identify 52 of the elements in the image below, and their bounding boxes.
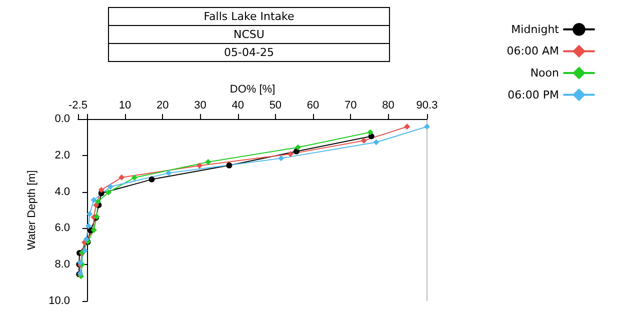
point [98, 186, 104, 193]
point [404, 124, 410, 130]
chart-subtitle: NCSU [108, 25, 390, 44]
point [93, 202, 100, 208]
point [94, 198, 101, 205]
point [294, 148, 300, 154]
y-tick-label: 0.0 [54, 113, 70, 125]
x-tick-label: 80 [382, 100, 394, 112]
x-axis-title: DO% [%] [230, 84, 276, 96]
y-axis-title: Water Depth [m] [26, 170, 38, 250]
y-tick-label: 2.0 [54, 149, 70, 162]
point [278, 155, 284, 162]
point [105, 189, 112, 196]
legend-label: 06:00 AM [506, 44, 559, 58]
point [373, 139, 380, 146]
point [86, 223, 92, 230]
point [83, 236, 90, 242]
x-tick-label: 70 [344, 100, 357, 112]
point [166, 170, 172, 176]
text: 05-04-25 [108, 43, 390, 62]
point [226, 162, 232, 168]
y-tick-label: 8.0 [54, 258, 70, 271]
y-tick-label: 6.0 [54, 222, 70, 234]
point [148, 176, 155, 182]
legend-label: 06:00 PM [508, 88, 559, 102]
x-tick-label: 40 [232, 100, 244, 112]
point [107, 184, 114, 190]
chart-title: Falls Lake Intake [108, 7, 390, 26]
x-tick-label: 20 [156, 100, 169, 112]
x-tick-label: 90.3 [416, 100, 438, 112]
legend-label: Midnight [511, 22, 560, 36]
point [196, 162, 202, 169]
x-tick-label: 10 [118, 100, 132, 112]
point [295, 144, 302, 150]
point [424, 124, 430, 130]
point [82, 248, 88, 254]
point [86, 211, 93, 218]
x-tick-label: 30 [194, 100, 206, 112]
point [368, 133, 374, 140]
legend-label: Noon [530, 66, 560, 80]
x-tick-label: 60 [306, 100, 320, 112]
point [131, 174, 138, 181]
y-tick-label: 10.0 [48, 295, 70, 307]
point [118, 174, 125, 180]
point [287, 150, 294, 157]
x-tick-label: 50 [269, 100, 282, 112]
point [90, 196, 97, 203]
x-tick-label: -2.5 [68, 100, 88, 112]
y-tick-label: 4.0 [54, 186, 70, 198]
point [205, 158, 212, 165]
point [360, 138, 367, 144]
point [367, 129, 374, 136]
